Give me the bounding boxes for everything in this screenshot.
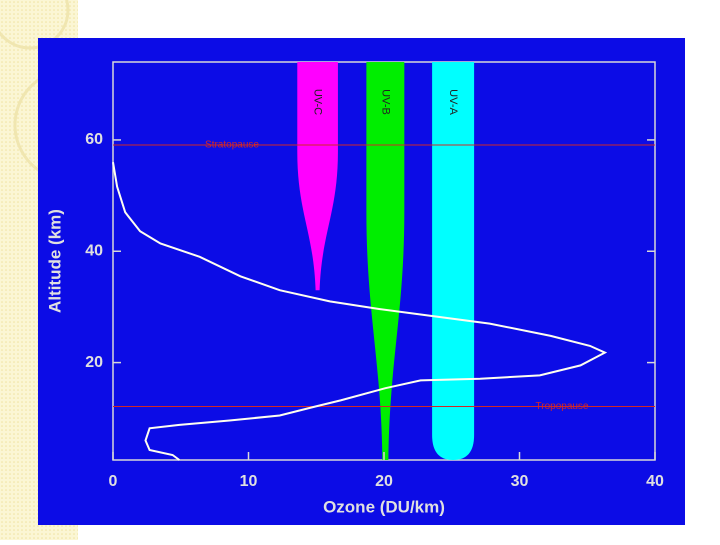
y-tick-label: 40 <box>85 242 103 259</box>
uv-band <box>432 62 475 460</box>
uv-band <box>297 62 338 291</box>
x-tick-label: 10 <box>240 473 258 490</box>
uv-band <box>366 62 405 460</box>
uv-band-label: UV-C <box>312 89 324 115</box>
y-axis-title: Altitude (km) <box>45 209 64 313</box>
chart-background <box>38 38 685 525</box>
reference-label: Tropopause <box>536 401 589 412</box>
x-tick-label: 20 <box>375 473 393 490</box>
y-tick-label: 20 <box>85 354 103 371</box>
ozone-profile <box>112 162 608 461</box>
x-tick-label: 30 <box>511 473 529 490</box>
y-tick-label: 60 <box>85 131 103 148</box>
uv-band-label: UV-A <box>447 89 459 115</box>
decor-circle <box>0 0 70 50</box>
x-tick-label: 0 <box>109 473 118 490</box>
reference-label: Stratopause <box>205 140 259 151</box>
x-axis-title: Ozone (DU/km) <box>323 497 445 516</box>
uv-band-label: UV-B <box>379 89 391 115</box>
x-tick-label: 40 <box>646 473 664 490</box>
